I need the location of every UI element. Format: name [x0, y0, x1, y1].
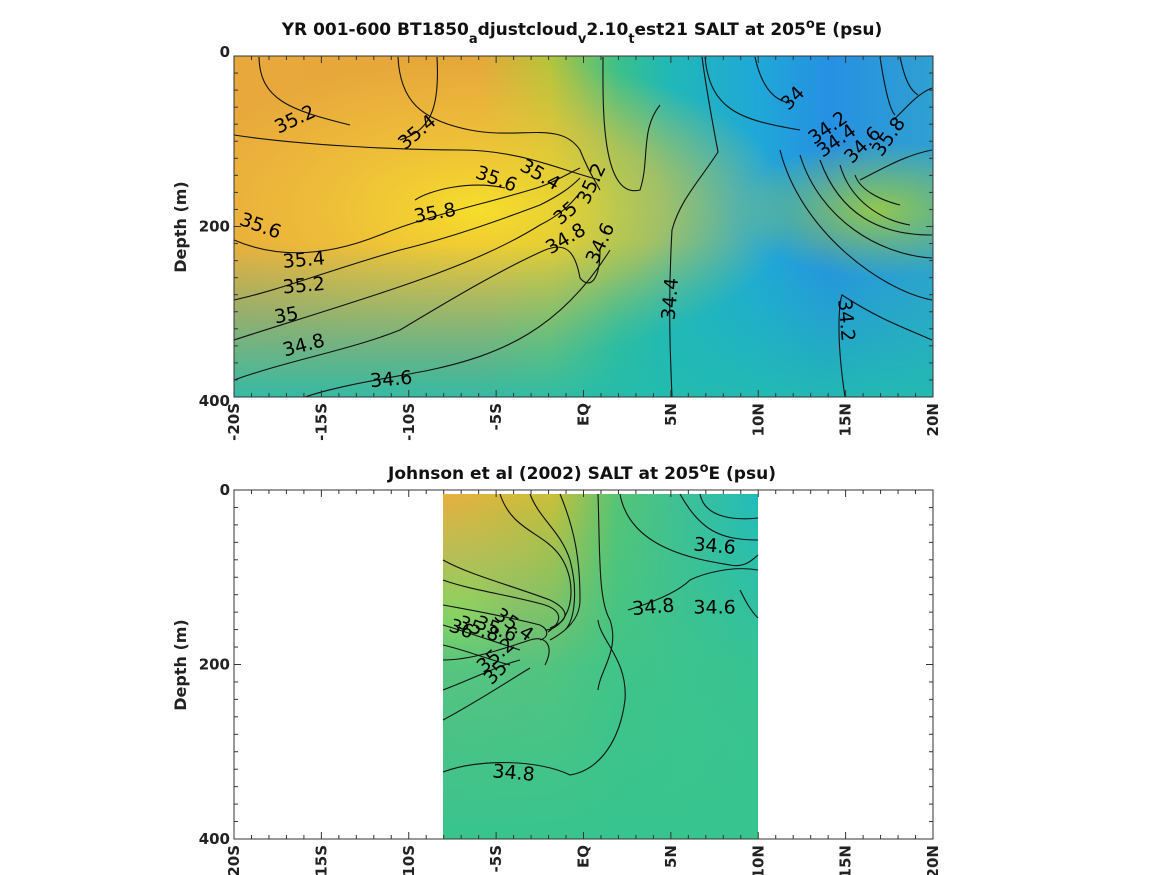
contour-label: 34.4	[658, 277, 684, 321]
x-tick-label: -5S	[487, 403, 505, 430]
x-tick-label: 5N	[662, 403, 680, 426]
contour-label: 34.8	[631, 594, 675, 620]
x-tick-label: 10N	[749, 403, 767, 436]
y-tick-label: 0	[220, 43, 230, 61]
contour-label: 34.2	[833, 298, 859, 342]
chart-title: YR 001-600 BT1850adjustcloudv2.10test21 …	[281, 17, 882, 47]
contour-label: 34.6	[693, 533, 737, 559]
x-tick-label: 20N	[924, 845, 942, 875]
x-tick-label: -5S	[487, 845, 505, 872]
y-axis: 0 200 400	[199, 481, 933, 848]
y-axis: 0 200 400	[199, 43, 933, 410]
x-tick-label: 20N	[924, 403, 942, 436]
y-tick-label: 400	[199, 392, 230, 410]
x-tick-label: -10S	[400, 845, 418, 875]
y-tick-label: 400	[199, 830, 230, 848]
chart-title: Johnson et al (2002) SALT at 205oE (psu)	[387, 461, 776, 484]
panel-observations: Johnson et al (2002) SALT at 205oE (psu)	[171, 461, 942, 875]
x-tick-label: EQ	[575, 403, 593, 426]
x-axis: -20S -15S -10S -5S EQ 5N 10N 15N 20N	[225, 56, 942, 441]
y-axis-label: Depth (m)	[171, 619, 190, 711]
y-tick-label: 0	[220, 481, 230, 499]
x-tick-label: 15N	[837, 845, 855, 875]
salinity-field	[234, 56, 933, 397]
x-tick-label: -10S	[400, 403, 418, 441]
contour-lines	[233, 56, 933, 398]
x-tick-label: 5N	[662, 845, 680, 868]
x-tick-label: 10N	[749, 845, 767, 875]
y-tick-label: 200	[199, 218, 230, 236]
y-axis-label: Depth (m)	[171, 181, 190, 273]
x-axis: -20S -15S -10S -5S EQ 5N 10N 15N 20N	[225, 490, 942, 875]
x-tick-label: -20S	[225, 403, 243, 441]
x-tick-label: 15N	[837, 403, 855, 436]
contour-label: 35	[273, 303, 301, 329]
contour-label: 34.8	[492, 760, 536, 786]
x-tick-label: -15S	[312, 403, 330, 441]
x-tick-label: EQ	[575, 845, 593, 868]
x-tick-label: -20S	[225, 845, 243, 875]
salinity-field	[443, 494, 758, 839]
contour-label: 35.2	[282, 273, 326, 299]
contour-label: 34.6	[693, 596, 735, 618]
panel-model: YR 001-600 BT1850adjustcloudv2.10test21 …	[171, 17, 942, 441]
contour-lines	[442, 493, 759, 776]
contour-label: 34.6	[369, 367, 413, 393]
y-tick-label: 200	[199, 656, 230, 674]
x-tick-label: -15S	[312, 845, 330, 875]
contour-label: 35.4	[282, 247, 326, 273]
